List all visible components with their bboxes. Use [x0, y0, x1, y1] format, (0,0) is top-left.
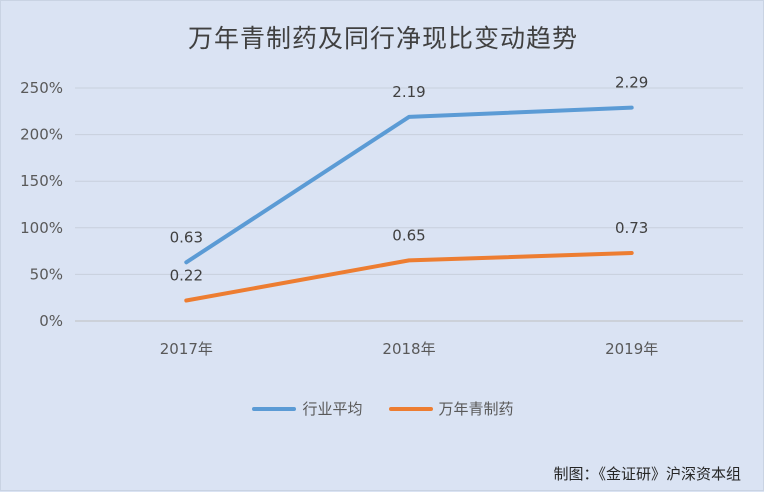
y-tick-label: 100%	[20, 219, 63, 237]
legend-item-industry-average: 行业平均	[252, 398, 362, 419]
x-tick-label: 2018年	[382, 340, 435, 358]
y-tick-label: 150%	[20, 172, 63, 190]
x-tick-label: 2019年	[605, 340, 658, 358]
legend-label-industry-average: 行业平均	[302, 398, 362, 419]
source-note: 制图：《金证研》沪深资本组	[553, 463, 741, 484]
legend: 行业平均 万年青制药	[1, 398, 764, 419]
data-label: 0.22	[170, 266, 203, 284]
y-tick-label: 200%	[20, 126, 63, 144]
legend-item-wannianqing: 万年青制药	[389, 398, 514, 419]
legend-label-wannianqing: 万年青制药	[439, 398, 514, 419]
y-tick-label: 250%	[20, 79, 63, 97]
legend-swatch-industry-average	[252, 407, 296, 411]
data-label: 0.63	[170, 228, 203, 246]
y-tick-label: 0%	[39, 312, 63, 330]
x-tick-label: 2017年	[160, 340, 213, 358]
legend-swatch-wannianqing	[389, 407, 433, 411]
data-label: 2.29	[615, 74, 648, 92]
data-label: 0.65	[392, 226, 425, 244]
y-tick-label: 50%	[30, 265, 63, 283]
data-label: 2.19	[392, 83, 425, 101]
series-line-1	[186, 253, 631, 301]
data-label: 0.73	[615, 219, 648, 237]
